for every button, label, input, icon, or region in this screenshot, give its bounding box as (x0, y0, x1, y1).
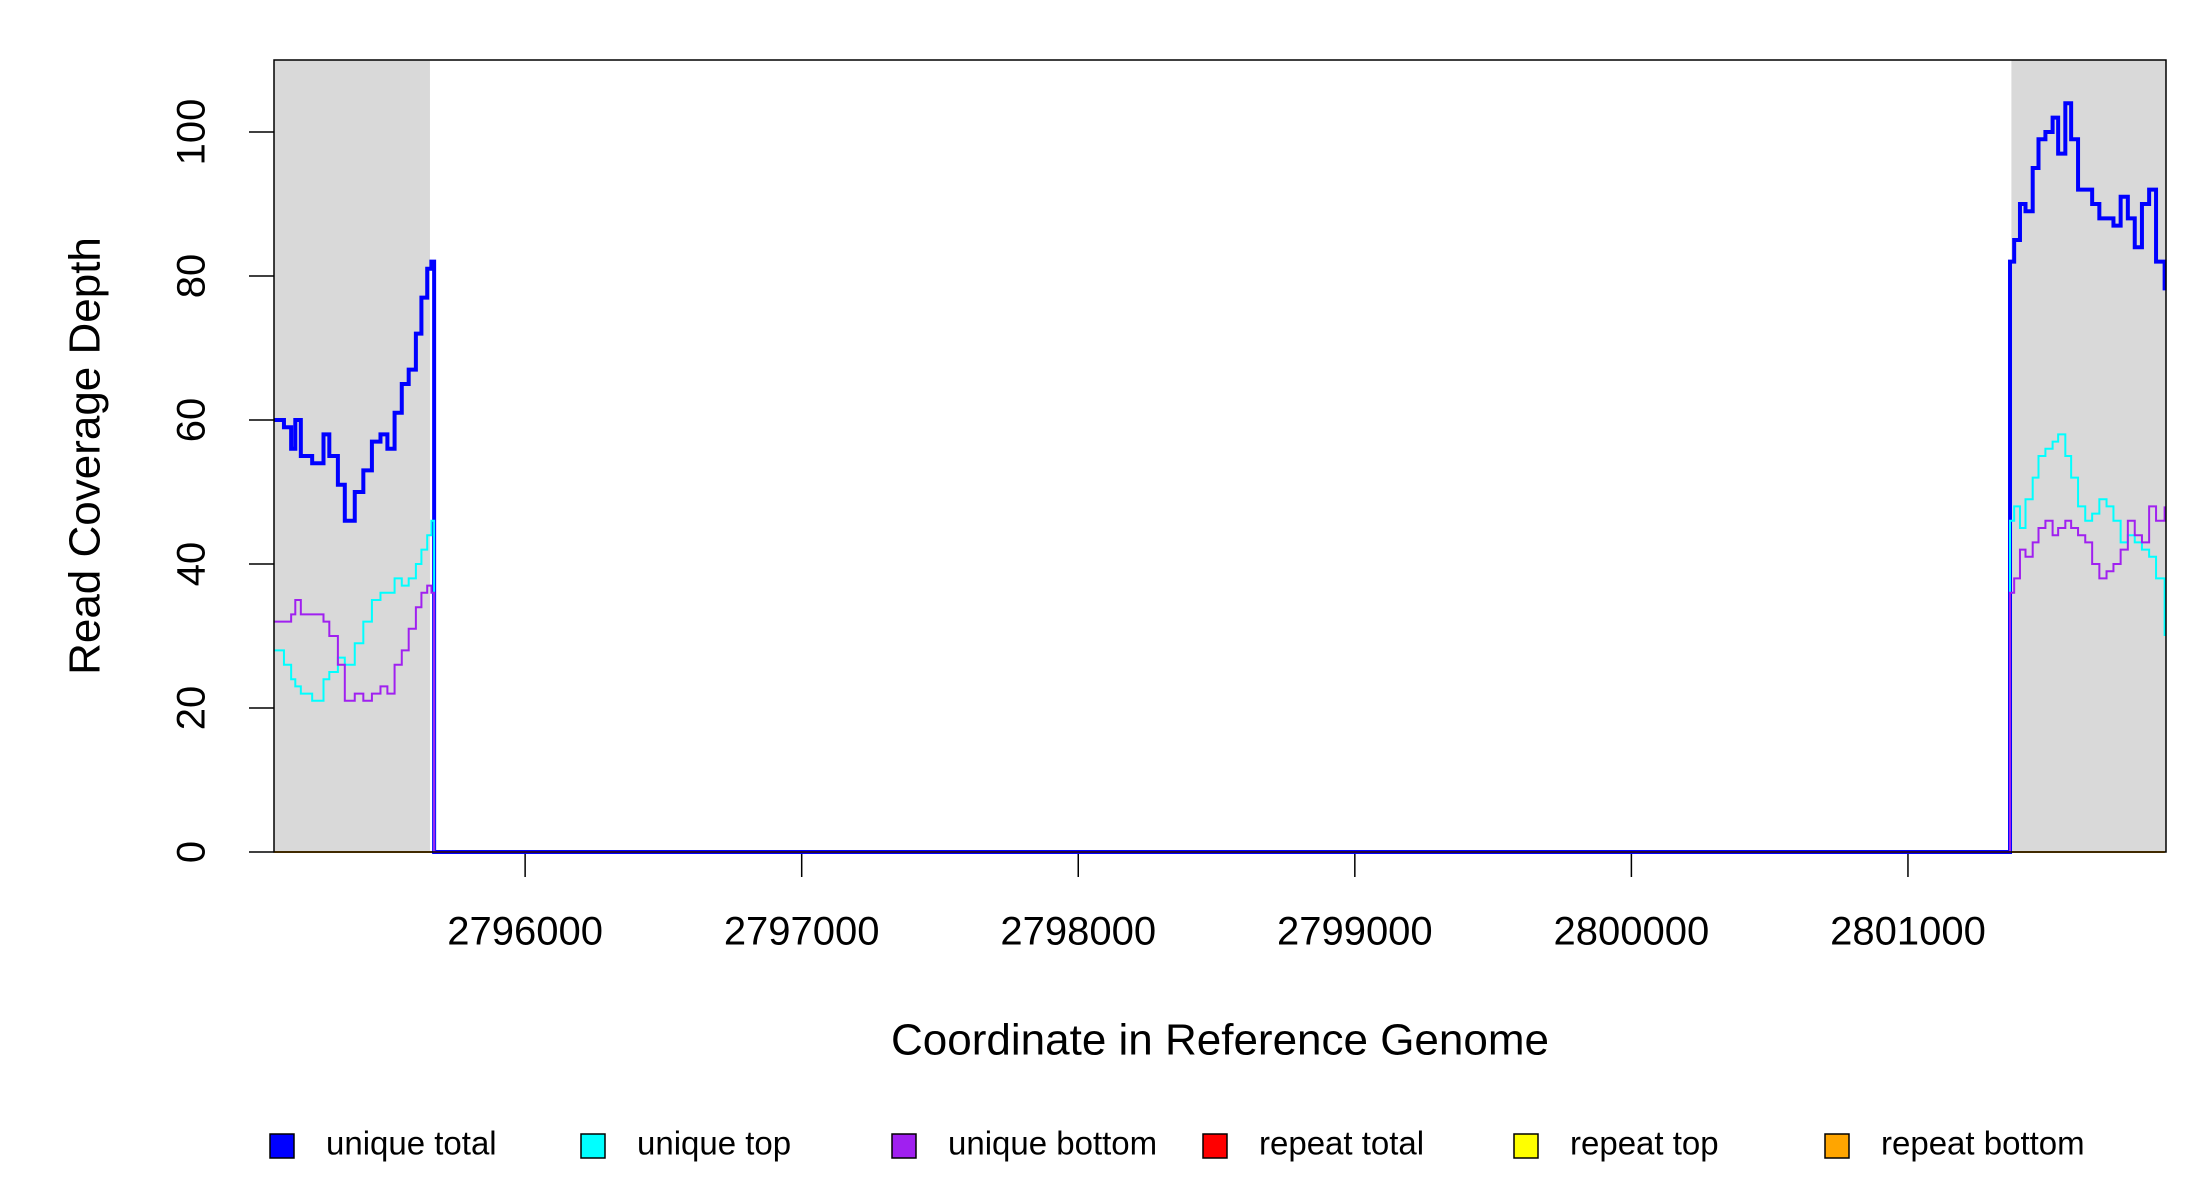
x-tick-label: 2799000 (1277, 910, 1433, 954)
legend-swatch (580, 1133, 606, 1159)
legend-swatch (1824, 1133, 1850, 1159)
y-tick-label: 60 (170, 398, 214, 443)
legend-label: unique bottom (948, 1125, 1157, 1162)
legend-swatch (1513, 1133, 1539, 1159)
legend-label: unique top (637, 1125, 791, 1162)
legend-label: repeat top (1570, 1125, 1719, 1162)
x-tick-label: 2797000 (724, 910, 880, 954)
x-tick-label: 2800000 (1554, 910, 1710, 954)
legend-swatch (269, 1133, 295, 1159)
legend-label: repeat bottom (1881, 1125, 2085, 1162)
y-axis-title: Read Coverage Depth (61, 237, 110, 675)
series-line (274, 433, 2166, 853)
y-tick-label: 100 (170, 99, 214, 166)
x-tick-label: 2801000 (1830, 910, 1986, 954)
x-tick-label: 2798000 (1000, 910, 1156, 954)
legend-label: unique total (326, 1125, 497, 1162)
series-line (274, 505, 2166, 853)
legend-swatch (1202, 1133, 1228, 1159)
x-axis-title: Coordinate in Reference Genome (891, 1016, 1549, 1065)
y-tick-label: 80 (170, 254, 214, 299)
shaded-region (274, 60, 430, 852)
legend-label: repeat total (1259, 1125, 1424, 1162)
shaded-region (2011, 60, 2166, 852)
y-tick-label: 20 (170, 686, 214, 731)
series-line (274, 101, 2167, 854)
y-tick-label: 40 (170, 542, 214, 587)
x-tick-label: 2796000 (447, 910, 603, 954)
legend-swatch (891, 1133, 917, 1159)
y-tick-label: 0 (170, 841, 214, 863)
plot-frame (273, 59, 2167, 853)
